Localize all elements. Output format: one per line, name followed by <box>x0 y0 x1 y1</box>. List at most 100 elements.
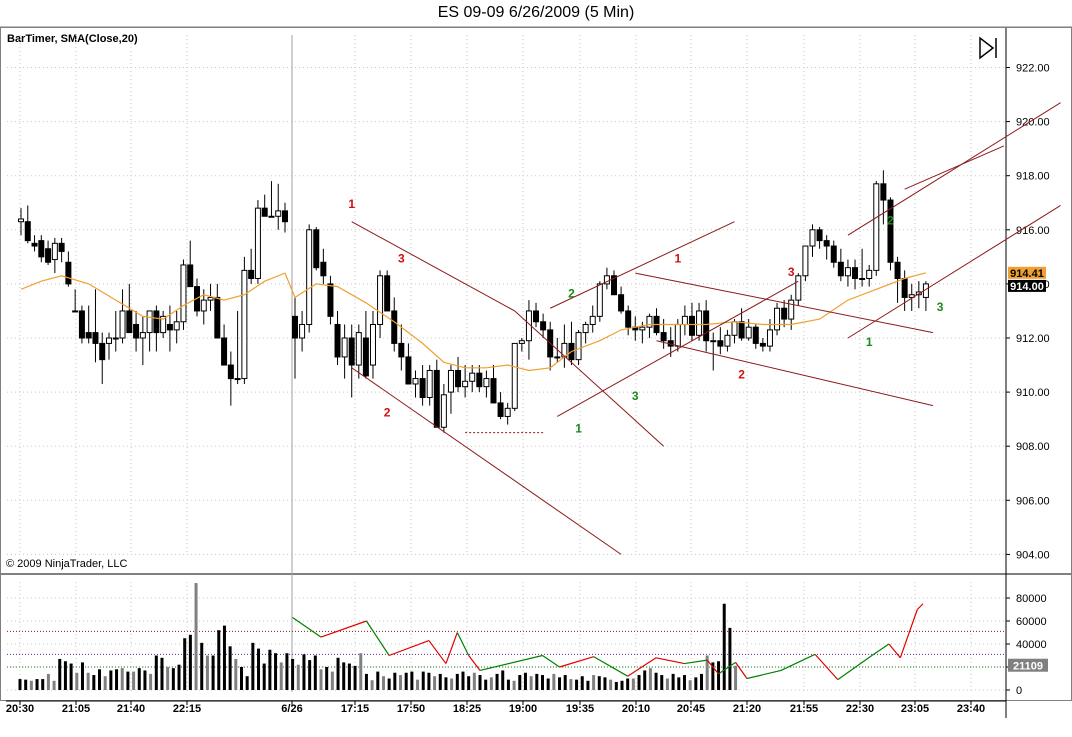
candle[interactable] <box>696 302 703 341</box>
candle[interactable] <box>241 256 248 384</box>
candle[interactable] <box>166 305 173 352</box>
candle[interactable] <box>809 224 816 257</box>
candle[interactable] <box>38 235 45 263</box>
candle[interactable] <box>327 275 334 325</box>
candle[interactable] <box>320 248 327 284</box>
candle[interactable] <box>85 305 92 344</box>
candle[interactable] <box>837 248 844 282</box>
candle[interactable] <box>745 319 752 341</box>
candle[interactable] <box>575 329 582 366</box>
candle[interactable] <box>476 365 483 393</box>
candle[interactable] <box>234 310 241 384</box>
candle[interactable] <box>901 270 908 311</box>
candle[interactable] <box>261 194 268 217</box>
candle[interactable] <box>703 300 710 352</box>
trendline[interactable] <box>847 102 1061 236</box>
trendline[interactable] <box>351 221 515 312</box>
candle[interactable] <box>65 251 72 287</box>
trendline[interactable] <box>904 145 1005 190</box>
candle[interactable] <box>248 248 255 284</box>
candle[interactable] <box>133 310 140 352</box>
candle[interactable] <box>180 259 187 330</box>
candle[interactable] <box>525 300 532 360</box>
candle[interactable] <box>618 286 625 314</box>
candle[interactable] <box>72 289 79 313</box>
candle[interactable] <box>254 200 261 284</box>
candle[interactable] <box>852 259 859 290</box>
candle[interactable] <box>660 319 667 349</box>
candle[interactable] <box>447 365 454 414</box>
trendline[interactable] <box>549 221 735 309</box>
candle[interactable] <box>348 324 355 398</box>
candle[interactable] <box>561 324 568 368</box>
candle[interactable] <box>405 343 412 385</box>
candle[interactable] <box>511 342 518 412</box>
trendline[interactable] <box>847 205 1061 339</box>
candle[interactable] <box>412 370 419 398</box>
candle[interactable] <box>596 281 603 322</box>
candle[interactable] <box>688 302 695 341</box>
candle[interactable] <box>58 237 65 263</box>
candle[interactable] <box>752 324 759 349</box>
candle[interactable] <box>455 356 462 393</box>
trendline[interactable] <box>514 310 664 447</box>
candle[interactable] <box>31 235 38 252</box>
candle[interactable] <box>398 324 405 371</box>
candle[interactable] <box>313 227 320 271</box>
candle[interactable] <box>759 338 766 352</box>
candle[interactable] <box>504 402 511 425</box>
candle[interactable] <box>611 270 617 296</box>
candle[interactable] <box>802 245 809 282</box>
candle[interactable] <box>419 365 426 406</box>
candle[interactable] <box>582 321 589 344</box>
candle[interactable] <box>738 308 745 341</box>
candle[interactable] <box>78 305 85 344</box>
candle[interactable] <box>24 205 31 244</box>
candle[interactable] <box>426 365 433 406</box>
candle[interactable] <box>887 197 894 271</box>
candle[interactable] <box>497 392 504 420</box>
trendline[interactable] <box>635 272 934 334</box>
candle[interactable] <box>214 283 221 339</box>
trendline[interactable] <box>557 280 799 417</box>
candle[interactable] <box>469 365 476 393</box>
candle[interactable] <box>433 359 440 428</box>
candle[interactable] <box>384 270 391 312</box>
candle[interactable] <box>568 321 575 366</box>
candle[interactable] <box>681 305 688 336</box>
candle[interactable] <box>625 305 632 336</box>
candle[interactable] <box>207 283 214 311</box>
candle[interactable] <box>106 332 112 360</box>
candle[interactable] <box>880 170 887 225</box>
candle[interactable] <box>873 181 880 276</box>
candle[interactable] <box>362 310 369 379</box>
candle[interactable] <box>173 310 180 344</box>
candle[interactable] <box>724 329 731 352</box>
candle[interactable] <box>126 283 133 334</box>
candle[interactable] <box>227 351 234 406</box>
candle[interactable] <box>268 181 275 218</box>
candle[interactable] <box>533 302 540 328</box>
candle[interactable] <box>275 183 282 230</box>
candle[interactable] <box>369 310 376 379</box>
candle[interactable] <box>119 289 126 344</box>
candle[interactable] <box>92 289 99 363</box>
candle[interactable] <box>540 313 547 338</box>
candle[interactable] <box>355 324 362 379</box>
candle[interactable] <box>547 321 554 371</box>
candle[interactable] <box>341 324 348 379</box>
trendline[interactable] <box>351 367 622 555</box>
trendline[interactable] <box>656 340 934 407</box>
candle[interactable] <box>731 319 738 344</box>
candle[interactable] <box>922 281 929 311</box>
candle[interactable] <box>490 365 497 404</box>
candle[interactable] <box>160 310 167 338</box>
candle[interactable] <box>710 332 717 371</box>
candle[interactable] <box>844 259 851 287</box>
candle[interactable] <box>440 383 447 433</box>
candle[interactable] <box>894 256 901 303</box>
candle[interactable] <box>462 365 469 398</box>
candle[interactable] <box>299 310 306 352</box>
candle[interactable] <box>391 297 398 352</box>
